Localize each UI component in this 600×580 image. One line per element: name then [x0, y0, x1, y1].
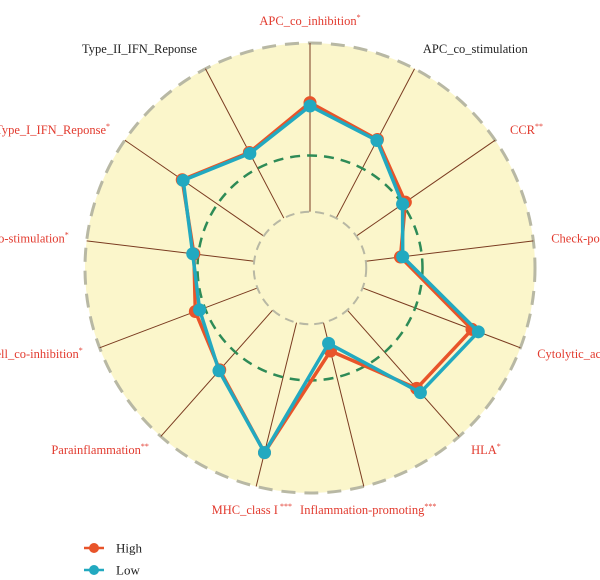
spoke-t-cell-co-stimulation: [86, 240, 255, 262]
legend-item-low: Low: [84, 563, 140, 578]
significance-mark: **: [141, 442, 149, 451]
axis-label-parainflammation: Parainflammation**: [51, 442, 149, 457]
point-low-apc-co-stimulation: [370, 133, 384, 147]
point-low-mhc-class-i: [258, 446, 272, 460]
axis-label-text: MHC_class I: [212, 503, 278, 517]
axis-label-text: CCR: [510, 123, 536, 137]
point-low-inflammation-promoting: [322, 336, 336, 350]
significance-mark: **: [535, 122, 543, 131]
significance-mark: *: [65, 231, 69, 240]
axis-labels: APC_co_inhibition*APC_co_stimulationCCR*…: [0, 13, 600, 517]
point-low-check-point: [396, 250, 410, 264]
axis-label-text: T_cell_co-stimulation: [0, 232, 66, 246]
spoke-check-point: [365, 240, 534, 262]
legend-item-high: High: [84, 541, 143, 556]
axis-label-hla: HLA*: [471, 442, 501, 457]
axis-label-text: Check-point: [551, 232, 600, 246]
axis-label-text: Cytolytic_activity: [537, 347, 600, 361]
axis-label-cytolytic-activity: Cytolytic_activity*: [537, 346, 600, 361]
axis-label-text: Inflammation-promoting: [300, 503, 425, 517]
spoke-t-cell-co-inhibition: [99, 287, 258, 349]
spoke-ccr: [356, 139, 496, 237]
significance-mark: *: [106, 122, 110, 131]
significance-mark: ***: [424, 502, 436, 511]
spoke-cytolytic-activity: [362, 287, 521, 349]
point-low-apc-co-inhibition: [303, 99, 317, 113]
legend-label: Low: [116, 563, 140, 578]
axis-label-text: APC_co_inhibition: [259, 14, 357, 28]
axis-label-ccr: CCR**: [510, 122, 543, 137]
legend: High Low: [84, 541, 143, 578]
inner-hole-ring: [252, 210, 368, 326]
spoke-type-ii-ifn-reponse: [204, 68, 285, 219]
point-low-ccr: [396, 197, 410, 211]
significance-mark: *: [357, 13, 361, 22]
series-line-low: [181, 104, 481, 455]
axis-label-inflammation-promoting: Inflammation-promoting***: [300, 502, 436, 517]
significance-mark: *: [79, 346, 83, 355]
axis-label-type-i-ifn-reponse: Type_I_IFN_Reponse*: [0, 122, 110, 137]
series-layer: [175, 96, 485, 460]
spoke-mhc-class-i: [255, 322, 298, 487]
significance-mark: ***: [278, 502, 292, 511]
axis-label-apc-co-inhibition: APC_co_inhibition*: [259, 13, 360, 28]
axis-label-t-cell-co-stimulation: T_cell_co-stimulation*: [0, 231, 69, 246]
legend-label: High: [116, 541, 143, 556]
point-low-type-i-ifn-reponse: [176, 173, 190, 187]
axis-label-text: Type_II_IFN_Reponse: [82, 42, 198, 56]
point-low-parainflammation: [212, 364, 226, 378]
axis-label-type-ii-ifn-reponse: Type_II_IFN_Reponse: [82, 42, 198, 56]
point-low-cytolytic-activity: [471, 325, 485, 339]
legend-marker: [89, 565, 99, 575]
axis-label-text: Parainflammation: [51, 443, 141, 457]
series-low: [176, 99, 485, 460]
point-low-type-ii-ifn-reponse: [243, 146, 257, 160]
spoke-type-i-ifn-reponse: [124, 139, 264, 237]
axis-label-text: Type_I_IFN_Reponse: [0, 123, 106, 137]
axis-label-t-cell-co-inhibition: T_cell_co-inhibition*: [0, 346, 83, 361]
axis-label-apc-co-stimulation: APC_co_stimulation: [423, 42, 529, 56]
axis-label-text: HLA: [471, 443, 497, 457]
axis-label-mhc-class-i: MHC_class I ***: [212, 502, 292, 517]
point-low-t-cell-co-stimulation: [186, 247, 200, 261]
significance-mark: *: [497, 442, 501, 451]
point-low-t-cell-co-inhibition: [193, 303, 207, 317]
axis-label-check-point: Check-point*: [551, 231, 600, 246]
legend-marker: [89, 543, 99, 553]
spoke-hla: [346, 309, 460, 437]
axis-label-text: APC_co_stimulation: [423, 42, 529, 56]
point-low-hla: [413, 386, 427, 400]
axis-label-text: T_cell_co-inhibition: [0, 347, 80, 361]
